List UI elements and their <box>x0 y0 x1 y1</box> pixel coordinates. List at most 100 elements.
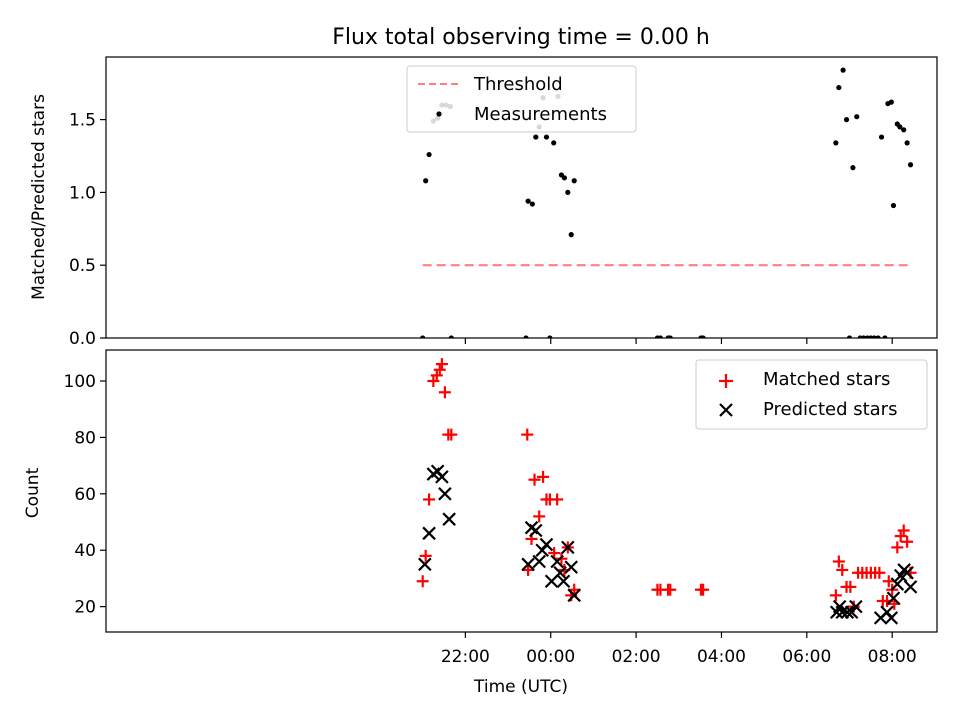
measurements-point <box>878 134 885 140</box>
measurements-point <box>904 140 910 146</box>
ratio-panel: 0.0 0.5 1.0 1.5 Matched/Predicted stars Thr… <box>29 56 938 349</box>
predicted-stars-point <box>567 588 581 603</box>
count-y-tick-label: 20 <box>74 598 96 618</box>
measurements-point <box>836 84 842 91</box>
count-x-tick-label: 08:00 <box>868 647 917 667</box>
measurements-point <box>568 232 574 238</box>
measurements-point <box>901 127 907 133</box>
measurements-point <box>888 99 894 105</box>
ratio-y-tick-label: 0.0 <box>69 329 96 349</box>
measurements-point <box>875 335 881 338</box>
predicted-stars-point <box>561 540 575 555</box>
matched-stars-point <box>537 470 550 483</box>
predicted-stars-point <box>564 560 579 574</box>
matched-stars-point <box>568 583 581 596</box>
predicted-stars-point <box>900 566 914 580</box>
ratio-y-tick-label: 1.5 <box>69 111 96 131</box>
matched-stars-point <box>445 428 458 441</box>
predicted-stars-point <box>890 577 905 591</box>
measurements-point <box>420 335 426 338</box>
matched-stars-point <box>882 575 895 588</box>
matched-stars-point <box>435 358 448 371</box>
measurements-point <box>833 140 839 146</box>
predicted-stars-point <box>849 599 863 614</box>
matched-stars-point <box>897 524 910 537</box>
measurements-point <box>890 202 897 209</box>
matched-stars-point <box>521 428 534 441</box>
count-x-ticks: 22:00 00:00 02:00 04:00 06:00 08:00 <box>441 632 917 667</box>
predicted-stars-point <box>553 566 567 580</box>
predicted-stars-point <box>438 487 452 501</box>
measurements-point <box>551 140 557 146</box>
measurements-point <box>667 335 673 338</box>
matched-stars-point <box>844 580 857 593</box>
matched-stars-legend-label: Matched stars <box>763 369 890 390</box>
count-x-tick-label: 04:00 <box>697 647 746 667</box>
ratio-legend-box <box>406 65 637 133</box>
measurements-point <box>543 134 550 140</box>
matched-stars-point <box>438 386 451 399</box>
count-x-tick-label: 22:00 <box>441 647 490 667</box>
measurements-legend-label: Measurements <box>474 104 607 125</box>
predicted-stars-point <box>418 557 432 572</box>
measurements-point <box>882 335 888 338</box>
measurements-point <box>846 335 853 338</box>
matched-stars-point <box>836 563 849 576</box>
matched-stars-point <box>873 566 886 579</box>
measurements-point <box>426 151 432 158</box>
ratio-y-tick-label: 1.0 <box>69 183 96 203</box>
ratio-y-axis-label: Matched/Predicted stars <box>29 94 49 300</box>
matched-stars-point <box>416 575 429 588</box>
matched-stars-point <box>419 549 432 562</box>
measurements-point <box>423 178 429 184</box>
measurements-point <box>448 335 454 338</box>
predicted-stars-point <box>442 512 456 526</box>
count-legend-box <box>695 359 928 430</box>
measurements-point <box>907 162 914 168</box>
matched-stars-point <box>551 493 564 506</box>
matched-stars-point <box>891 541 904 554</box>
measurements-point <box>860 335 867 338</box>
predicted-stars-point <box>886 591 901 605</box>
figure-title: Flux total observing time = 0.00 h <box>332 25 710 50</box>
count-x-tick-label: 02:00 <box>612 647 661 667</box>
predicted-stars-point <box>903 580 918 594</box>
matched-stars-point <box>528 473 541 486</box>
measurements-point <box>565 189 571 196</box>
matched-stars-point <box>533 510 546 523</box>
predicted-stars-point <box>550 554 564 569</box>
measurements-point <box>571 178 577 184</box>
measurements-point <box>525 198 531 204</box>
measurements-point <box>897 124 903 130</box>
matched-stars-point <box>697 583 710 596</box>
predicted-stars-point <box>539 537 554 552</box>
measurements-point <box>843 117 850 123</box>
measurements-point <box>529 201 535 207</box>
measurements-point <box>657 335 664 338</box>
count-y-tick-label: 60 <box>74 485 96 505</box>
matched-stars-point <box>433 363 446 376</box>
predicted-stars-point <box>529 523 543 538</box>
ratio-x-ticks <box>464 338 893 344</box>
predicted-stars-point <box>521 557 535 572</box>
measurements-point <box>561 175 567 181</box>
matched-stars-point <box>522 563 535 576</box>
matched-stars-point <box>664 583 677 596</box>
matched-stars-point <box>423 493 436 506</box>
measurements-point <box>533 134 539 140</box>
count-y-axis-label: Count <box>23 467 43 518</box>
matched-stars-legend-swatch <box>719 374 733 388</box>
measurements-point <box>840 67 846 73</box>
ratio-plot-frame <box>105 56 938 339</box>
predicted-stars-point <box>884 611 899 625</box>
count-y-ticks: 20 40 60 80 100 <box>64 372 106 618</box>
count-panel: 22:00 00:00 02:00 04:00 06:00 08:00 20 40 60 80 1… <box>23 349 938 697</box>
ratio-y-tick-label: 0.5 <box>69 256 96 276</box>
matched-stars-point <box>901 535 914 548</box>
predicted-stars-point <box>840 605 855 620</box>
count-series-layer <box>416 358 918 625</box>
measurements-legend-swatch <box>436 111 442 117</box>
measurements-point <box>700 335 706 338</box>
count-y-tick-label: 80 <box>74 428 96 448</box>
